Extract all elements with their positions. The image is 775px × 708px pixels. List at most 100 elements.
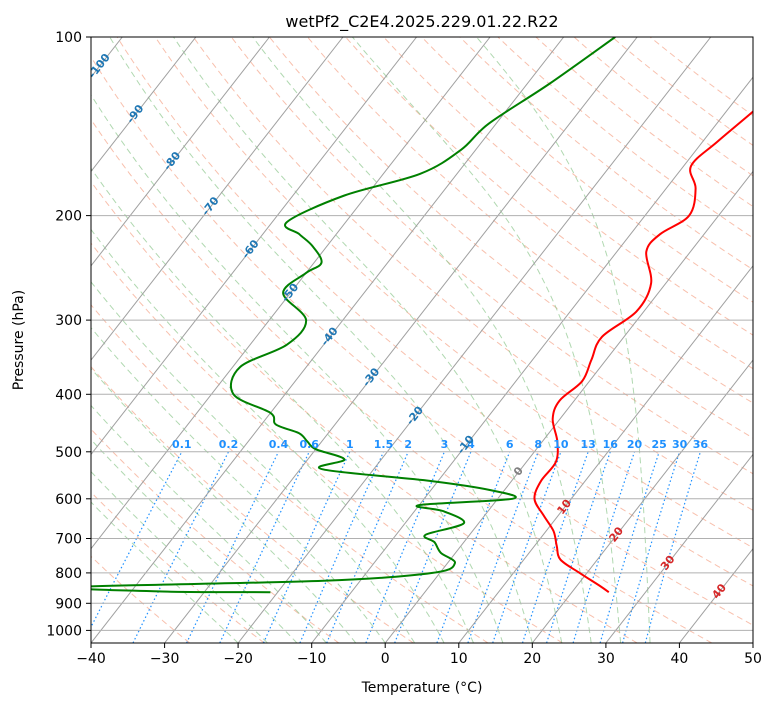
skewed-isotherm-line [458,265,753,643]
isotherm-label: 30 [658,552,678,572]
mixing-ratio-label: 4 [467,438,475,451]
background-lines [91,37,753,643]
moist-adiabat-line [91,367,357,643]
dry-adiabat-line [91,304,489,643]
moist-adiabat-line [352,37,622,643]
mixing-ratio-label: 1 [346,438,354,451]
x-tick-label: 50 [744,651,762,667]
x-tick-label: −30 [150,651,180,667]
dry-adiabat-line [459,37,753,271]
dry-adiabat-line [91,428,340,643]
isotherm-label: -70 [199,194,222,218]
y-tick-label: 300 [55,313,82,329]
dry-adiabat-line [91,55,753,626]
mixing-ratio-line [91,451,183,629]
y-tick-label: 200 [55,209,82,225]
dry-adiabat-line [573,37,753,177]
mixing-ratio-label: 13 [581,438,596,451]
mixing-ratio-label: 20 [627,438,643,451]
mixing-ratio-line [365,451,445,643]
mixing-ratio-line [394,451,472,643]
mixing-ratio-label: 30 [672,438,688,451]
isotherm-label: 10 [554,497,574,517]
isotherm-label: -90 [124,102,147,126]
skewed-isotherm-line [91,37,565,643]
mixing-ratio-label: 0.2 [219,438,239,451]
skewed-isotherm-line [91,37,270,267]
skewed-isotherm-line [237,37,712,643]
y-tick-label: 600 [55,492,82,508]
isotherm-label: -50 [279,281,302,305]
y-tick-label: 400 [55,387,82,403]
skewed-isotherm-line [91,37,344,361]
mixing-ratio-label: 0.1 [172,438,192,451]
dry-adiabat-line [91,242,563,643]
y-tick-label: 1000 [46,623,82,639]
y-tick-label: 100 [55,30,82,46]
y-axis-label: Pressure (hPa) [11,290,27,390]
mixing-ratio-label: 36 [693,438,709,451]
x-tick-label: −20 [223,651,253,667]
plot-frame [90,36,754,644]
x-tick-label: 10 [450,651,468,667]
moist-adiabat-line [91,326,386,643]
moist-adiabat-line [91,470,268,643]
dry-adiabat-line [116,37,753,587]
mixing-ratio-line [219,451,310,643]
skewed-isotherm-line [164,37,638,643]
grid-lines [91,37,753,643]
x-axis-label: Temperature (°C) [361,680,483,696]
moist-adiabat-line [476,37,651,643]
mixing-ratio-label: 1.5 [374,438,394,451]
mixing-ratio-label: 3 [441,438,449,451]
isotherm-label: -10 [454,433,477,457]
moist-adiabat-line [91,281,416,643]
dry-adiabat-line [91,118,713,643]
x-tick-label: 30 [597,651,615,667]
dewpoint-profile-line [91,37,616,594]
x-tick-label: 0 [381,651,390,667]
mixing-ratio-line [644,451,701,643]
mixing-ratio-line [132,451,230,643]
x-axis: −40 −30 −20 −10 0 10 20 30 40 50 [76,643,762,667]
moist-adiabat-line [91,438,298,643]
series-layer [91,37,753,594]
temperature-profile-line [533,110,753,594]
dry-adiabat-line [306,37,753,404]
mixing-ratio-line [467,451,539,643]
moist-adiabat-line [252,37,592,643]
mixing-ratio-label: 10 [553,438,569,451]
dry-adiabat-line [91,180,638,643]
mixing-ratio-line [262,451,351,643]
skewed-isotherm-line [311,76,753,643]
moist-adiabat-line [91,501,239,643]
mixing-ratio-line [299,451,385,643]
moist-adiabat-line [173,37,563,643]
moist-adiabat-line [91,404,327,643]
skewed-isotherm-line [91,37,491,550]
dry-adiabat-line [344,37,753,370]
mixing-ratio-label: 16 [603,438,619,451]
x-tick-label: 20 [523,651,541,667]
moist-adiabat-line [109,37,533,643]
dry-adiabat-line [230,37,753,475]
mixing-ratio-line [521,451,589,643]
chart-title: wetPf2_C2E4.2025.229.01.22.R22 [285,12,558,32]
moist-adiabat-line [91,228,445,643]
x-tick-label: 40 [670,651,688,667]
isotherm-label: -80 [161,149,184,173]
dry-adiabat-line [91,555,191,643]
mixing-ratio-line [492,451,562,643]
mixing-ratio-label: 8 [534,438,542,451]
mixing-ratio-label: 2 [404,438,412,451]
y-tick-label: 700 [55,532,82,548]
y-tick-label: 500 [55,445,82,461]
mixing-ratio-label: 6 [506,438,514,451]
dry-adiabat-line [649,37,753,117]
mixing-ratio-label: 25 [652,438,667,451]
mixing-ratio-line [436,451,511,643]
skewed-isotherm-line [91,37,417,456]
x-tick-label: −10 [297,651,327,667]
skewed-isotherm-line [91,37,197,173]
